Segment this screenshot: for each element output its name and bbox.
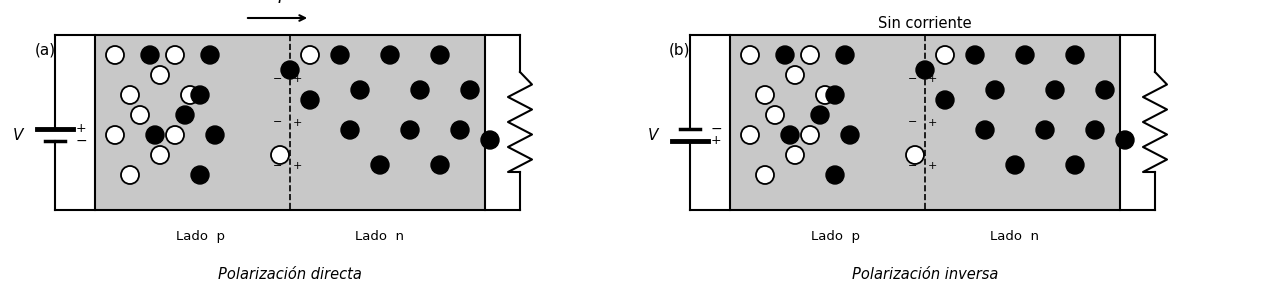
- Circle shape: [826, 166, 844, 184]
- Circle shape: [756, 86, 774, 104]
- Text: −: −: [273, 117, 282, 127]
- Circle shape: [451, 121, 468, 139]
- Circle shape: [977, 121, 995, 139]
- Circle shape: [817, 86, 835, 104]
- Circle shape: [741, 46, 759, 64]
- Text: −: −: [76, 134, 87, 148]
- Text: −: −: [908, 117, 916, 127]
- Text: +: +: [293, 117, 302, 127]
- Circle shape: [106, 126, 124, 144]
- Circle shape: [986, 81, 1004, 99]
- Circle shape: [282, 61, 300, 79]
- Text: Lado  p: Lado p: [810, 230, 860, 243]
- Text: +: +: [710, 135, 722, 148]
- Circle shape: [1096, 81, 1114, 99]
- Text: −: −: [273, 74, 282, 84]
- Circle shape: [122, 166, 140, 184]
- Circle shape: [826, 86, 844, 104]
- Circle shape: [936, 91, 954, 109]
- Text: Polarización directa: Polarización directa: [218, 267, 362, 282]
- Circle shape: [166, 126, 184, 144]
- Text: +: +: [293, 161, 302, 171]
- Circle shape: [1036, 121, 1053, 139]
- Circle shape: [351, 81, 369, 99]
- Circle shape: [332, 46, 349, 64]
- Circle shape: [340, 121, 358, 139]
- Circle shape: [461, 81, 479, 99]
- Text: −: −: [710, 122, 723, 136]
- Circle shape: [1116, 131, 1134, 149]
- Text: +: +: [928, 74, 937, 84]
- Circle shape: [201, 46, 219, 64]
- Circle shape: [141, 46, 159, 64]
- Circle shape: [1066, 156, 1084, 174]
- Circle shape: [301, 91, 319, 109]
- Circle shape: [1006, 156, 1024, 174]
- Circle shape: [106, 46, 124, 64]
- Circle shape: [122, 86, 140, 104]
- Text: $V$: $V$: [12, 127, 26, 143]
- Circle shape: [166, 46, 184, 64]
- Circle shape: [371, 156, 389, 174]
- Circle shape: [812, 106, 829, 124]
- Circle shape: [431, 156, 449, 174]
- Circle shape: [776, 46, 794, 64]
- Circle shape: [401, 121, 419, 139]
- Circle shape: [1066, 46, 1084, 64]
- Circle shape: [431, 46, 449, 64]
- Circle shape: [271, 146, 289, 164]
- Text: Sin corriente: Sin corriente: [878, 16, 972, 31]
- Text: −: −: [908, 161, 916, 171]
- Circle shape: [1046, 81, 1064, 99]
- Circle shape: [481, 131, 499, 149]
- Text: Lado  n: Lado n: [356, 230, 404, 243]
- Circle shape: [206, 126, 224, 144]
- Circle shape: [411, 81, 429, 99]
- Circle shape: [191, 166, 209, 184]
- Circle shape: [381, 46, 399, 64]
- Text: Polarización inversa: Polarización inversa: [851, 267, 998, 282]
- Bar: [95, 35, 485, 210]
- Circle shape: [801, 46, 819, 64]
- Text: Lado  n: Lado n: [991, 230, 1039, 243]
- Circle shape: [966, 46, 984, 64]
- Circle shape: [841, 126, 859, 144]
- Circle shape: [781, 126, 799, 144]
- Text: $I$: $I$: [276, 0, 283, 7]
- Circle shape: [1085, 121, 1103, 139]
- Text: (a): (a): [35, 42, 55, 58]
- Circle shape: [151, 66, 169, 84]
- Circle shape: [146, 126, 164, 144]
- Circle shape: [765, 106, 783, 124]
- Circle shape: [836, 46, 854, 64]
- Circle shape: [906, 146, 924, 164]
- Circle shape: [191, 86, 209, 104]
- Circle shape: [177, 106, 195, 124]
- Bar: [730, 35, 1120, 210]
- Circle shape: [1016, 46, 1034, 64]
- Text: +: +: [76, 123, 87, 135]
- Text: +: +: [293, 74, 302, 84]
- Circle shape: [801, 126, 819, 144]
- Circle shape: [756, 166, 774, 184]
- Circle shape: [131, 106, 148, 124]
- Text: +: +: [928, 161, 937, 171]
- Text: $V$: $V$: [646, 127, 660, 143]
- Circle shape: [786, 66, 804, 84]
- Circle shape: [151, 146, 169, 164]
- Circle shape: [786, 146, 804, 164]
- Text: (b): (b): [669, 42, 691, 58]
- Text: −: −: [273, 161, 282, 171]
- Text: −: −: [908, 74, 916, 84]
- Circle shape: [180, 86, 198, 104]
- Circle shape: [936, 46, 954, 64]
- Circle shape: [916, 61, 934, 79]
- Circle shape: [741, 126, 759, 144]
- Text: Lado  p: Lado p: [175, 230, 225, 243]
- Text: +: +: [928, 117, 937, 127]
- Circle shape: [301, 46, 319, 64]
